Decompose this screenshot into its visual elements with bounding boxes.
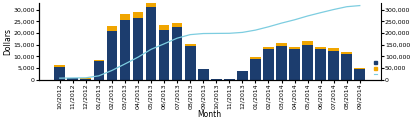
Bar xyxy=(276,43,287,46)
Bar xyxy=(342,54,352,80)
Bar xyxy=(107,31,117,80)
Bar xyxy=(120,14,131,20)
Bar xyxy=(93,60,104,61)
Bar xyxy=(302,41,313,45)
Bar xyxy=(328,48,339,51)
Bar xyxy=(289,47,300,49)
Bar xyxy=(159,25,169,30)
Bar xyxy=(159,30,169,80)
Bar xyxy=(133,12,143,18)
Bar xyxy=(146,1,157,7)
Bar xyxy=(93,61,104,80)
Bar xyxy=(81,79,91,80)
Bar xyxy=(224,79,235,80)
X-axis label: Month: Month xyxy=(198,110,222,119)
Y-axis label: Dollars: Dollars xyxy=(3,28,12,55)
Bar xyxy=(211,79,222,80)
Bar xyxy=(185,44,195,46)
Bar xyxy=(172,23,183,27)
Bar xyxy=(198,69,209,80)
Bar xyxy=(354,69,365,80)
Bar xyxy=(133,18,143,80)
Bar xyxy=(120,20,131,80)
Bar xyxy=(315,49,326,80)
Bar xyxy=(81,78,91,79)
Bar xyxy=(146,7,157,80)
Bar xyxy=(107,26,117,31)
Bar xyxy=(185,46,195,80)
Bar xyxy=(172,27,183,80)
Bar xyxy=(55,65,65,67)
Bar xyxy=(67,78,78,80)
Bar xyxy=(302,45,313,80)
Bar xyxy=(263,49,274,80)
Bar xyxy=(263,47,274,49)
Bar xyxy=(55,67,65,80)
Bar xyxy=(354,68,365,69)
Bar xyxy=(342,52,352,54)
Bar xyxy=(250,57,261,59)
Bar xyxy=(250,59,261,80)
Legend: , , : , , xyxy=(374,60,378,77)
Bar xyxy=(289,49,300,80)
Bar xyxy=(237,71,248,80)
Bar xyxy=(328,51,339,80)
Bar xyxy=(276,46,287,80)
Bar xyxy=(315,47,326,49)
